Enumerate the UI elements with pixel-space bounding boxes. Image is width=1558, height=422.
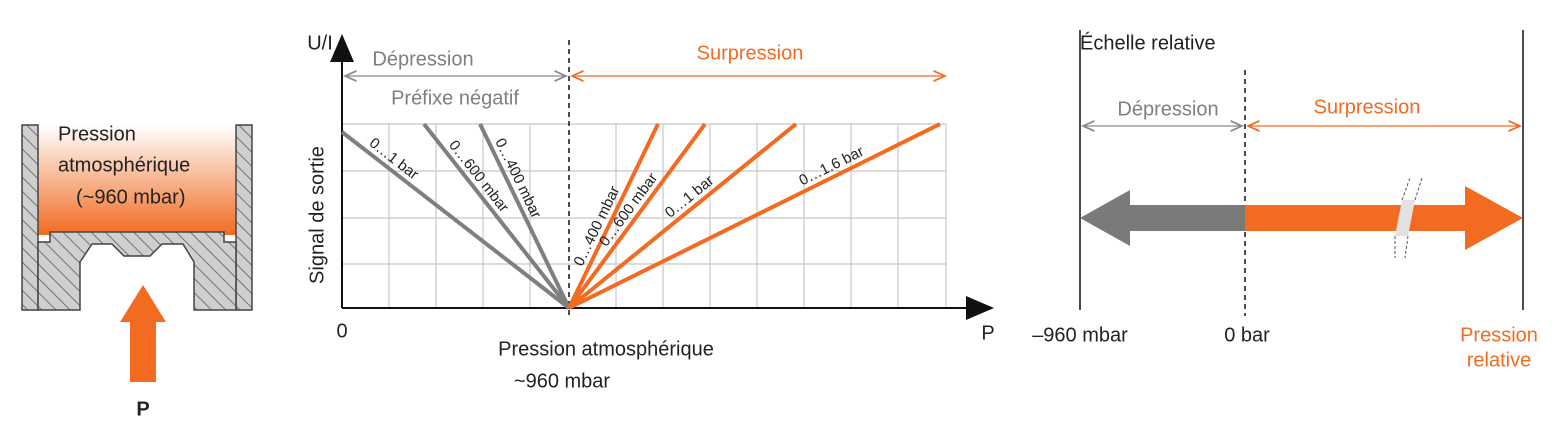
range-line — [567, 122, 707, 310]
scale-break-edge — [1401, 177, 1411, 201]
output-chart: U/I Signal de sortie 0 P Dépression Préf… — [306, 32, 994, 392]
air-gradient — [38, 125, 236, 235]
end-label: Pression — [1460, 324, 1538, 346]
reference-label: Pression atmosphérique — [498, 338, 714, 360]
label: atmosphérique — [58, 154, 190, 176]
depression-label: Dépression — [1117, 98, 1218, 120]
x-origin-label: 0 — [336, 320, 347, 342]
depression-label: Dépression — [372, 48, 473, 70]
depression-note: Préfixe négatif — [391, 87, 519, 109]
scale-break-edge — [1404, 235, 1409, 259]
x-axis-label: P — [981, 322, 994, 344]
scale-title: Échelle relative — [1080, 31, 1216, 54]
relative-scale: Échelle relative Dépression Surpression … — [1032, 30, 1538, 371]
sensor-illustration: Pression atmosphérique (~960 mbar) P — [21, 123, 253, 420]
y-axis-label: U/I — [307, 32, 333, 54]
surpression-label: Surpression — [1314, 96, 1421, 118]
end-label: relative — [1467, 349, 1531, 371]
range-line — [567, 122, 798, 310]
label: (~960 mbar) — [76, 186, 186, 208]
depression-arrow — [1080, 190, 1245, 246]
wall — [21, 124, 39, 311]
surpression-arrow — [1245, 186, 1523, 250]
scale-break — [1395, 200, 1415, 236]
label: Pression — [58, 123, 136, 145]
range-line — [568, 122, 941, 310]
scale-break-edge — [1414, 177, 1423, 201]
min-label: –960 mbar — [1032, 324, 1128, 346]
y-axis-title: Signal de sortie — [306, 146, 328, 284]
zero-label: 0 bar — [1224, 324, 1270, 346]
wall — [235, 124, 253, 311]
diaphragm — [37, 231, 237, 311]
force-label: P — [136, 398, 149, 420]
range-line — [478, 123, 571, 309]
range-line — [422, 122, 571, 310]
range-line — [567, 123, 660, 309]
pressure-arrow — [120, 285, 166, 382]
reference-label: ~960 mbar — [514, 370, 611, 392]
range-line — [340, 130, 571, 310]
surpression-label: Surpression — [697, 42, 804, 64]
